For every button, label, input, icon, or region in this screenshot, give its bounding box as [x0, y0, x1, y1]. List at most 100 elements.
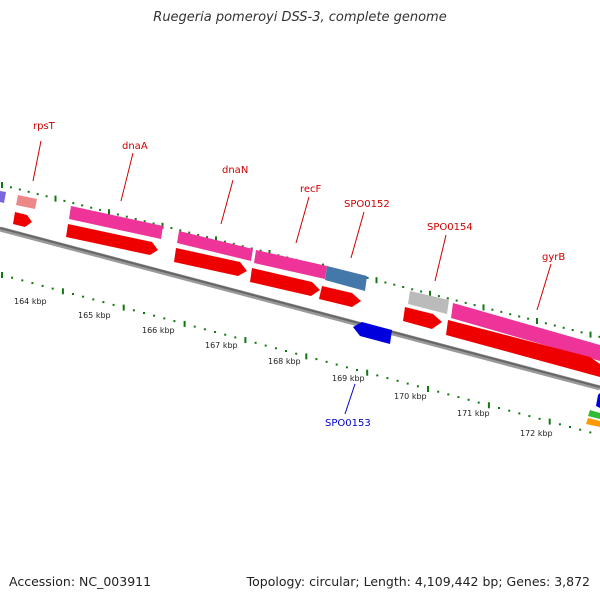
gene-bar-SPO0154[interactable]	[408, 291, 449, 314]
outer-tick	[241, 245, 244, 248]
outer-tick	[232, 242, 235, 245]
gene-arrow-SPO0153[interactable]	[353, 322, 392, 344]
scale-tick	[143, 312, 145, 314]
leader-dnaA	[120, 152, 134, 202]
outer-tick	[464, 301, 467, 304]
gene-label-SPO0153[interactable]: SPO0153	[325, 418, 371, 429]
gene-label-rpsT[interactable]: rpsT	[33, 121, 56, 132]
outer-tick	[437, 295, 440, 298]
scale-tick	[51, 287, 54, 290]
gene-bar-dnaA[interactable]	[69, 206, 163, 239]
scale-tick	[366, 369, 369, 376]
outer-tick	[429, 290, 431, 297]
outer-tick	[482, 304, 485, 311]
scale-tick	[285, 350, 287, 352]
outer-tick	[402, 286, 405, 288]
outer-tick	[134, 218, 137, 220]
scale-tick	[518, 412, 521, 415]
leader-gyrB	[536, 263, 552, 311]
gene-fragment-green[interactable]	[588, 410, 600, 419]
scale-tick	[528, 415, 531, 418]
scale-tick	[345, 366, 348, 369]
gene-bar-offscreen-left[interactable]	[0, 191, 6, 203]
scale-label-171: 171 kbp	[457, 409, 490, 418]
scale-tick	[467, 398, 470, 401]
gene-label-dnaA[interactable]: dnaA	[122, 141, 148, 152]
scale-tick	[569, 426, 571, 428]
gene-bar-dnaN[interactable]	[177, 231, 253, 261]
scale-tick	[457, 396, 460, 399]
scale-tick	[416, 385, 419, 388]
scale-tick	[386, 377, 389, 380]
gene-label-SPO0154[interactable]: SPO0154	[427, 222, 473, 233]
gene-arrow-SPO0154[interactable]	[403, 307, 442, 329]
scale-tick	[447, 393, 450, 396]
outer-tick	[197, 233, 200, 236]
outer-tick	[9, 186, 12, 189]
outer-tick	[509, 313, 512, 316]
scale-tick	[203, 328, 206, 331]
outer-tick	[90, 206, 93, 209]
scale-tick	[214, 331, 216, 333]
scale-tick	[183, 320, 186, 327]
scale-tick	[122, 304, 125, 311]
gene-bar-SPO0152[interactable]	[325, 266, 367, 291]
label-leaders	[32, 140, 552, 311]
gene-label-gyrB[interactable]: gyrB	[542, 252, 565, 263]
feature-track-red	[13, 212, 600, 377]
leader-dnaN	[220, 179, 234, 225]
feature-track-top	[0, 191, 600, 361]
gene-fragment-blue[interactable]	[596, 393, 600, 408]
outer-tick	[553, 324, 556, 327]
leader-SPO0152	[350, 211, 365, 259]
scale-tick	[487, 402, 490, 409]
outer-tick	[598, 335, 600, 338]
scale-tick	[548, 418, 551, 425]
scale-tick	[325, 360, 328, 363]
scale-label-165: 165 kbp	[78, 311, 111, 320]
scale-tick	[356, 369, 358, 371]
outer-tick	[491, 308, 494, 311]
gene-label-dnaN[interactable]: dnaN	[222, 165, 248, 176]
outer-tick	[420, 290, 423, 293]
outer-tick	[250, 247, 253, 250]
outer-tick	[63, 199, 66, 202]
gene-arrow-dnaN[interactable]	[174, 248, 247, 276]
gene-arrow-rpsT[interactable]	[13, 212, 32, 227]
outer-tick	[188, 231, 191, 234]
gene-fragment-orange[interactable]	[586, 418, 600, 427]
leader-SPO0154	[434, 234, 447, 282]
gene-bar-rpsT[interactable]	[16, 195, 37, 209]
outer-tick	[72, 202, 75, 205]
outer-tick	[536, 318, 538, 324]
scale-tick	[92, 298, 95, 301]
outer-tick	[108, 209, 110, 216]
map-title: Ruegeria pomeroyi DSS-3, complete genome	[153, 10, 447, 25]
scale-tick	[305, 353, 308, 360]
outer-tick	[179, 229, 182, 232]
outer-tick	[562, 326, 565, 329]
outer-tick	[215, 236, 217, 243]
outer-tick	[580, 331, 583, 334]
gene-arrow-gyrB[interactable]	[446, 320, 600, 377]
scale-tick	[193, 325, 196, 328]
scale-tick	[396, 379, 399, 382]
gene-label-SPO0152[interactable]: SPO0152	[344, 199, 390, 210]
accession-text: Accession: NC_003911	[9, 574, 152, 589]
gene-bar-gyrB[interactable]	[451, 303, 600, 361]
outer-tick	[116, 213, 119, 216]
outer-tick	[99, 208, 102, 211]
scale-tick	[538, 417, 541, 420]
scale-tick	[61, 288, 64, 295]
outer-tick	[518, 315, 521, 318]
outer-tick	[455, 299, 458, 302]
gene-bar-recF[interactable]	[254, 250, 327, 279]
gene-arrow-SPO0152[interactable]	[319, 286, 361, 307]
scale-tick	[224, 333, 227, 336]
gene-arrow-recF[interactable]	[250, 268, 320, 296]
leader-recF	[295, 196, 310, 244]
gene-arrow-dnaA[interactable]	[66, 224, 158, 255]
gene-label-recF[interactable]: recF	[300, 184, 322, 195]
scale-tick	[72, 293, 74, 295]
